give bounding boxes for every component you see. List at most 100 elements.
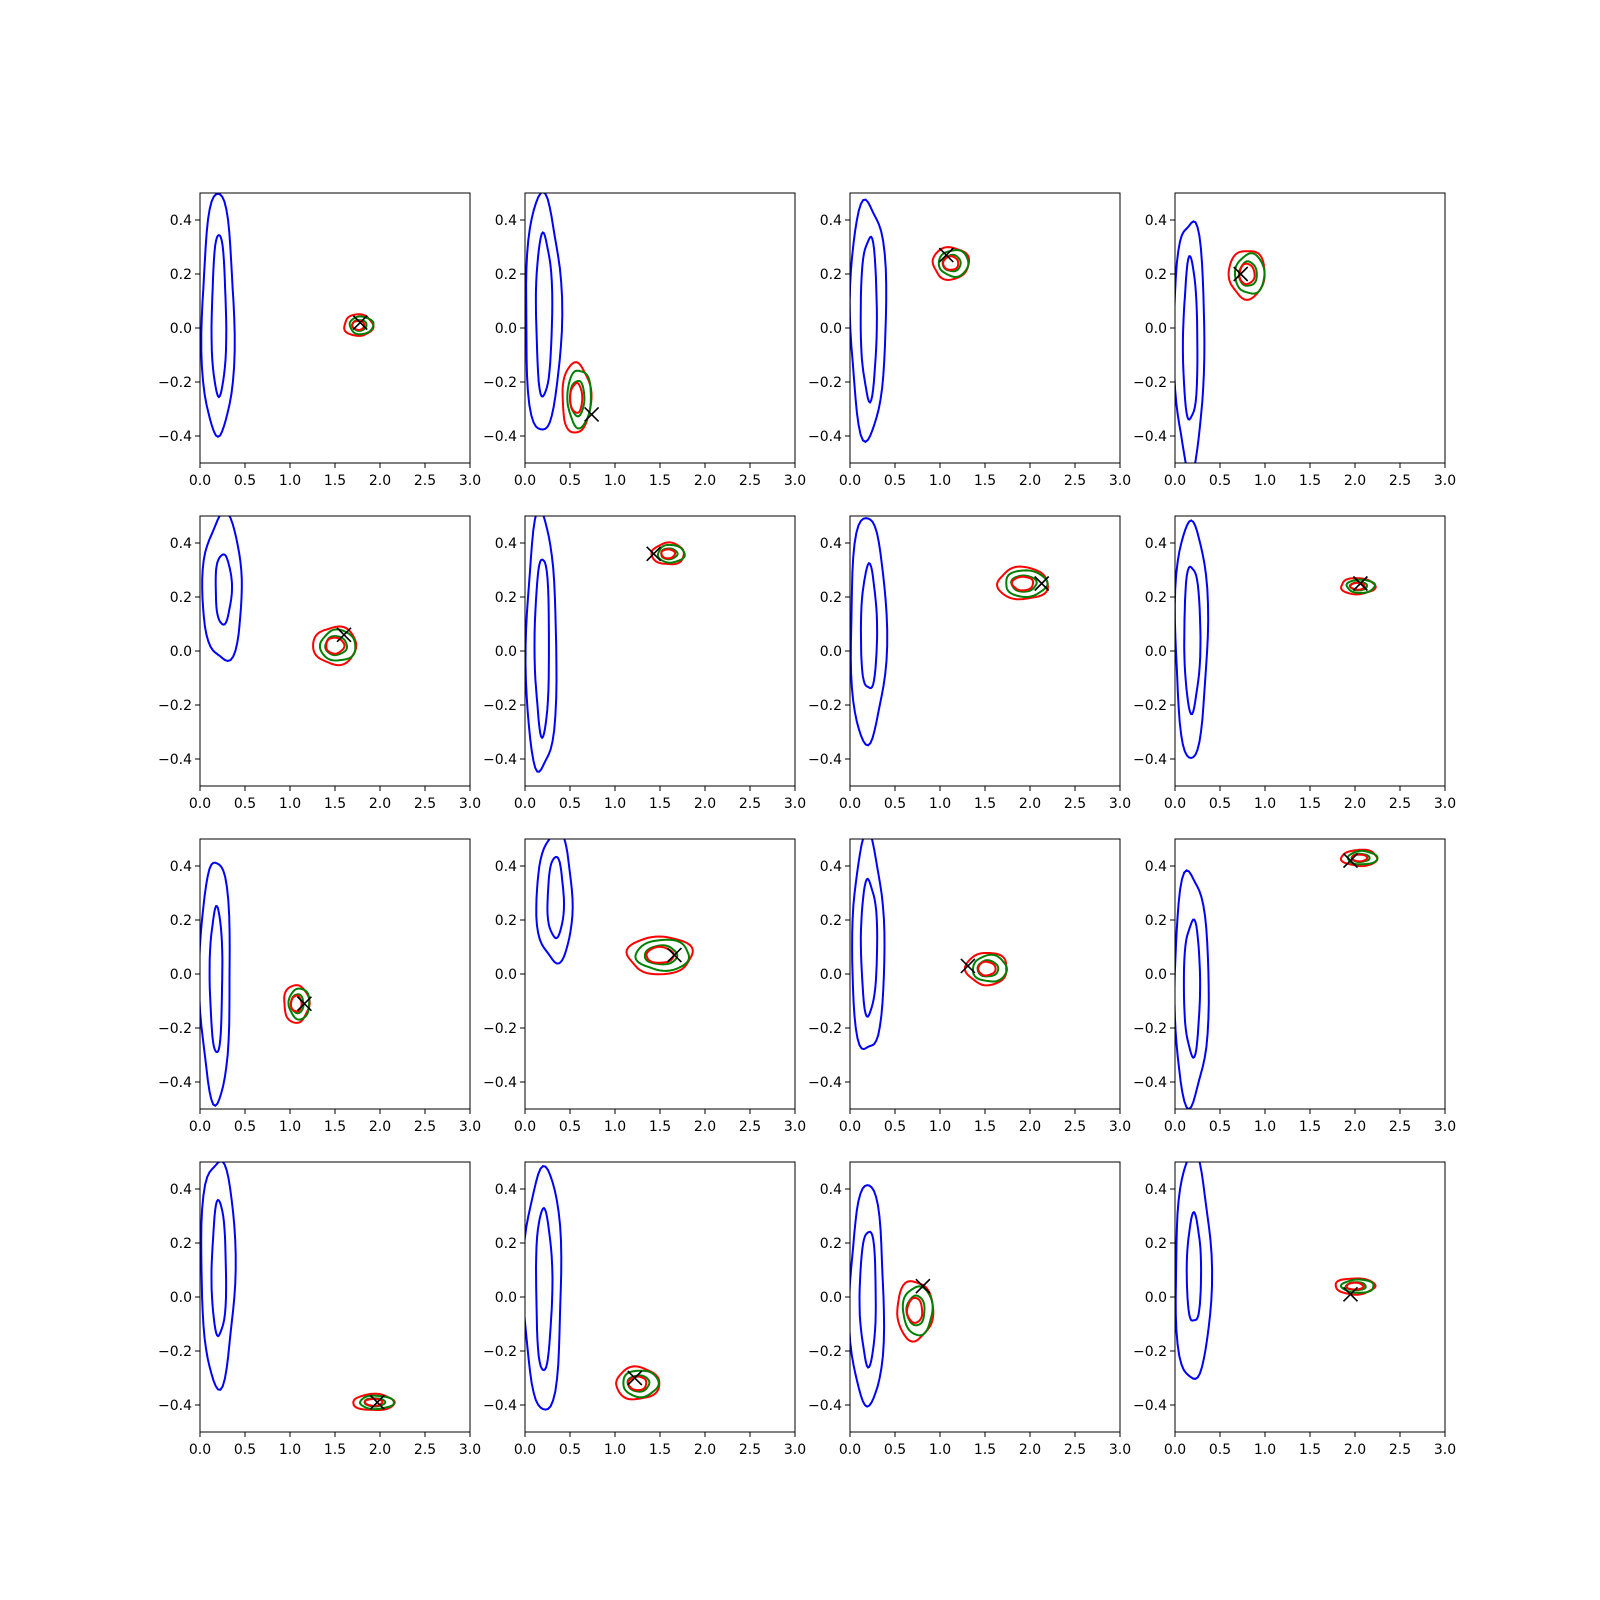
x-tick-label: 2.5 (1064, 473, 1086, 489)
posterior-b-contour-inner (290, 994, 303, 1013)
prior-contour-outer (525, 516, 558, 773)
prior-contour-outer (201, 516, 243, 663)
y-tick-label: 0.2 (820, 267, 842, 283)
x-tick-label: 2.0 (1019, 1119, 1041, 1135)
x-tick-label: 1.0 (929, 473, 951, 489)
prior-contour-inner (546, 855, 566, 940)
plot-area (1175, 220, 1266, 463)
x-tick-label: 1.0 (604, 473, 626, 489)
prior-contour-inner (533, 558, 550, 740)
x-tick-label: 3.0 (459, 1442, 481, 1458)
x-tick-label: 1.5 (1299, 473, 1321, 489)
x-tick-label: 3.0 (784, 1119, 806, 1135)
y-tick-label: −0.2 (808, 698, 842, 714)
x-tick-label: 0.0 (839, 1442, 861, 1458)
subplot-1: 0.0 0.5 1.0 1.5 2.0 2.5 3.0 0.4 0.2 0.0 −0.2 −0.4 (158, 192, 481, 489)
plot-area (1175, 1162, 1377, 1380)
x-tick-label: 0.0 (514, 1119, 536, 1135)
x-tick-label: 3.0 (784, 473, 806, 489)
plot-area (851, 839, 1008, 1051)
posterior-b-contour-inner (1238, 262, 1256, 286)
y-tick-label: 0.2 (495, 913, 517, 929)
prior-contour-inner (534, 231, 554, 398)
x-tick-label: 0.5 (559, 796, 581, 812)
prior-contour-inner (214, 553, 233, 626)
y-tick-label: 0.0 (1145, 1290, 1167, 1306)
x-tick-label: 3.0 (1109, 1442, 1131, 1458)
truth-marker (1352, 575, 1368, 592)
x-tick-label: 0.0 (514, 473, 536, 489)
posterior-b-contour-outer (625, 935, 694, 976)
x-tick-label: 0.0 (839, 1119, 861, 1135)
plot-area (535, 839, 694, 976)
y-tick-label: 0.4 (1145, 859, 1167, 875)
y-tick-label: 0.4 (495, 213, 517, 229)
truth-marker (352, 315, 368, 331)
prior-contour-outer (200, 193, 236, 439)
x-tick-label: 0.5 (234, 1442, 256, 1458)
prior-contour-outer (200, 861, 231, 1107)
x-tick-label: 2.5 (414, 1442, 436, 1458)
y-tick-label: −0.4 (158, 1398, 192, 1414)
prior-contour-inner (208, 904, 224, 1054)
posterior-b-contour-inner (1010, 575, 1035, 592)
y-tick-label: 0.4 (170, 536, 192, 552)
posterior-a-contour-outer (937, 249, 970, 279)
prior-contour-inner (859, 877, 879, 1018)
x-tick-label: 1.5 (324, 473, 346, 489)
x-tick-label: 1.0 (1254, 796, 1276, 812)
x-tick-label: 0.5 (884, 1442, 906, 1458)
x-tick-label: 0.0 (514, 1442, 536, 1458)
x-tick-label: 2.5 (739, 796, 761, 812)
y-tick-label: 0.0 (1145, 967, 1167, 983)
truth-marker (369, 1394, 385, 1410)
x-tick-label: 0.0 (189, 796, 211, 812)
x-tick-label: 2.5 (414, 473, 436, 489)
y-tick-label: 0.0 (1145, 644, 1167, 660)
x-tick-label: 0.5 (884, 1119, 906, 1135)
x-tick-label: 0.5 (559, 1119, 581, 1135)
x-tick-label: 3.0 (1109, 1119, 1131, 1135)
y-tick-label: −0.4 (1133, 752, 1167, 768)
prior-contour-inner (1181, 254, 1199, 421)
x-tick-label: 2.5 (414, 796, 436, 812)
subplot-5: 0.0 0.5 1.0 1.5 2.0 2.5 3.0 0.4 0.2 0.0 −0.2 −0.4 (158, 515, 481, 812)
y-tick-label: 0.0 (170, 1290, 192, 1306)
y-tick-label: −0.4 (483, 1075, 517, 1091)
x-tick-label: 2.5 (1389, 1442, 1411, 1458)
x-tick-label: 1.0 (929, 1119, 951, 1135)
x-tick-label: 1.0 (929, 1442, 951, 1458)
posterior-b-contour-inner (1345, 1281, 1365, 1291)
y-tick-label: 0.2 (495, 267, 517, 283)
prior-contour-inner (210, 233, 228, 399)
x-tick-label: 2.0 (369, 473, 391, 489)
prior-contour-outer (525, 1165, 563, 1411)
axes-frame (524, 515, 796, 787)
posterior-b-contour-outer (312, 625, 358, 667)
x-tick-label: 2.0 (1344, 1119, 1366, 1135)
x-tick-label: 2.0 (1344, 796, 1366, 812)
y-tick-label: −0.2 (158, 698, 192, 714)
y-tick-label: −0.4 (158, 752, 192, 768)
x-tick-label: 1.5 (1299, 1442, 1321, 1458)
y-tick-label: 0.4 (495, 1182, 517, 1198)
prior-contour-inner (859, 235, 878, 404)
y-tick-label: 0.0 (170, 321, 192, 337)
x-tick-label: 1.5 (649, 1119, 671, 1135)
prior-contour-inner (859, 561, 879, 690)
x-tick-label: 1.5 (974, 796, 996, 812)
prior-contour-outer (850, 517, 889, 747)
x-tick-label: 2.0 (1019, 1442, 1041, 1458)
x-tick-label: 3.0 (784, 796, 806, 812)
y-tick-label: −0.2 (808, 1021, 842, 1037)
y-tick-label: 0.4 (170, 213, 192, 229)
posterior-a-contour-outer (348, 315, 375, 336)
y-tick-label: 0.2 (495, 590, 517, 606)
x-tick-label: 3.0 (1109, 796, 1131, 812)
prior-contour-inner (1182, 918, 1202, 1059)
prior-contour-outer (525, 193, 564, 431)
posterior-a-contour-outer (566, 369, 592, 430)
prior-contour-outer (200, 1162, 237, 1391)
y-tick-label: 0.2 (1145, 590, 1167, 606)
truth-marker (646, 546, 662, 562)
